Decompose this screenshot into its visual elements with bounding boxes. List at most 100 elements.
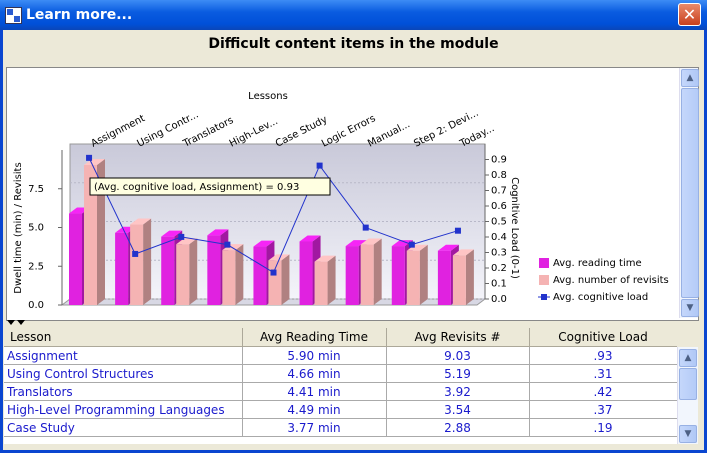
x-axis-title: Lessons	[248, 91, 288, 102]
legend-label: Avg. reading time	[553, 258, 642, 269]
y2-tick-label: 0.8	[491, 170, 507, 181]
bar-side	[97, 159, 105, 305]
table-cell: 3.77 min	[242, 418, 387, 437]
chart: 0.0 2.5 5.0 7.5 0.0 0.1 0.2 0.3 0.4 0.5 0.6 0.7 0.8 0…	[13, 91, 673, 311]
legend-label: Avg. cognitive load	[553, 292, 648, 303]
bar-top	[268, 254, 290, 261]
bar-face	[345, 246, 359, 305]
bar-top	[176, 238, 198, 245]
window-frame	[0, 30, 3, 453]
table-row[interactable]: High-Level Programming Languages 4.49 min…	[4, 400, 677, 419]
y2-tick-label: 0.6	[491, 201, 507, 212]
table-scrollbar[interactable]: ▲ ▼	[677, 347, 698, 444]
bar-face	[437, 250, 451, 305]
bar	[406, 244, 428, 305]
scroll-down-button[interactable]: ▼	[681, 299, 699, 317]
legend-label: Avg. number of revisits	[553, 275, 669, 286]
header-title: Difficult content items in the module	[208, 36, 499, 52]
bar-side	[327, 255, 336, 305]
legend-swatch	[539, 275, 549, 285]
line-marker	[270, 269, 277, 276]
bar-face	[130, 224, 144, 305]
table-cell: 5.90 min	[242, 346, 387, 365]
y-tick-label: 5.0	[28, 223, 44, 234]
tooltip: (Avg. cognitive load, Assignment) = 0.93	[89, 177, 331, 196]
bar	[222, 244, 244, 305]
y2-axis-title: Cognitive Load (0-1)	[509, 177, 520, 279]
table-container: Lesson Avg Reading Time Avg Revisits # Cogn…	[4, 328, 677, 444]
table-row[interactable]: Assignment 5.90 min 9.03.93	[4, 346, 677, 365]
line-marker	[86, 154, 93, 161]
scroll-up-button[interactable]: ▲	[681, 69, 699, 87]
bar-face	[253, 246, 267, 305]
table-cell: Translators	[4, 382, 243, 401]
bar-face	[268, 260, 282, 305]
y2-tick-label: 0.0	[491, 294, 507, 305]
tooltip-text: (Avg. cognitive load, Assignment) = 0.93	[94, 182, 299, 193]
table-cell: 4.41 min	[242, 382, 387, 401]
lesson-table: Lesson Avg Reading Time Avg Revisits # Cogn…	[4, 328, 677, 437]
bar-face	[69, 213, 82, 305]
bar	[360, 238, 382, 305]
table-cell: .42	[529, 382, 677, 401]
table-row[interactable]: Using Control Structures 4.66 min 5.19.31	[4, 364, 677, 383]
table-row[interactable]: Translators 4.41 min 3.92.42	[4, 382, 677, 401]
title-bar: Learn more... ✕	[0, 0, 707, 30]
legend-swatch	[541, 294, 547, 300]
chart-scrollbar[interactable]: ▲ ▼	[679, 68, 699, 318]
bar-face	[360, 244, 374, 305]
y2-tick-label: 0.7	[491, 186, 507, 197]
y-axis-title: Dwell time (min) / Revisits	[13, 162, 24, 293]
bar-side	[235, 244, 244, 305]
bar	[314, 255, 336, 305]
y-tick-label: 0.0	[28, 300, 44, 311]
table-cell: .19	[529, 418, 677, 437]
table-header: Lesson Avg Reading Time Avg Revisits # Cogn…	[4, 328, 677, 347]
y-tick-label: 7.5	[28, 184, 44, 195]
y-tick-label: 2.5	[28, 261, 44, 272]
bar-top	[314, 255, 336, 262]
y2-tick-label: 0.4	[491, 232, 507, 243]
window-frame	[0, 450, 707, 453]
table-cell: .31	[529, 364, 677, 383]
bar-face	[161, 236, 175, 305]
bar-side	[373, 238, 382, 305]
scroll-thumb[interactable]	[679, 368, 697, 400]
bar-face	[207, 235, 221, 305]
bar	[176, 238, 198, 305]
bar-top	[406, 244, 428, 251]
table-cell: Case Study	[4, 418, 243, 437]
bar-face	[84, 165, 97, 305]
scroll-thumb[interactable]	[681, 88, 699, 298]
line-marker	[316, 162, 323, 169]
table-cell: 4.66 min	[242, 364, 387, 383]
bar-face	[176, 244, 190, 305]
splitter[interactable]	[6, 320, 697, 326]
table-cell: .37	[529, 400, 677, 419]
bar-top	[130, 218, 152, 225]
scroll-down-button[interactable]: ▼	[679, 425, 697, 443]
column-header: Avg Reading Time	[242, 328, 387, 347]
table-cell: .93	[529, 346, 677, 365]
y2-tick-label: 0.1	[491, 279, 507, 290]
bar	[452, 249, 474, 305]
bar-top	[253, 240, 275, 247]
table-cell: 5.19	[386, 364, 530, 383]
bar-top	[360, 238, 382, 245]
bar-top	[207, 229, 229, 236]
legend: Avg. reading time Avg. number of revisits…	[533, 252, 673, 309]
bar-side	[143, 218, 152, 305]
bar-top	[299, 235, 321, 242]
y2-tick-label: 0.5	[491, 217, 507, 228]
scroll-up-button[interactable]: ▲	[679, 349, 697, 367]
table-cell: Using Control Structures	[4, 364, 243, 383]
line-marker	[408, 241, 415, 248]
bar	[84, 159, 105, 305]
close-button[interactable]: ✕	[678, 3, 701, 26]
line-marker	[132, 250, 139, 257]
window-icon	[5, 7, 22, 24]
bar-top	[452, 249, 474, 256]
table-row[interactable]: Case Study 3.77 min 2.88.19	[4, 418, 677, 437]
bar-top	[222, 244, 244, 251]
